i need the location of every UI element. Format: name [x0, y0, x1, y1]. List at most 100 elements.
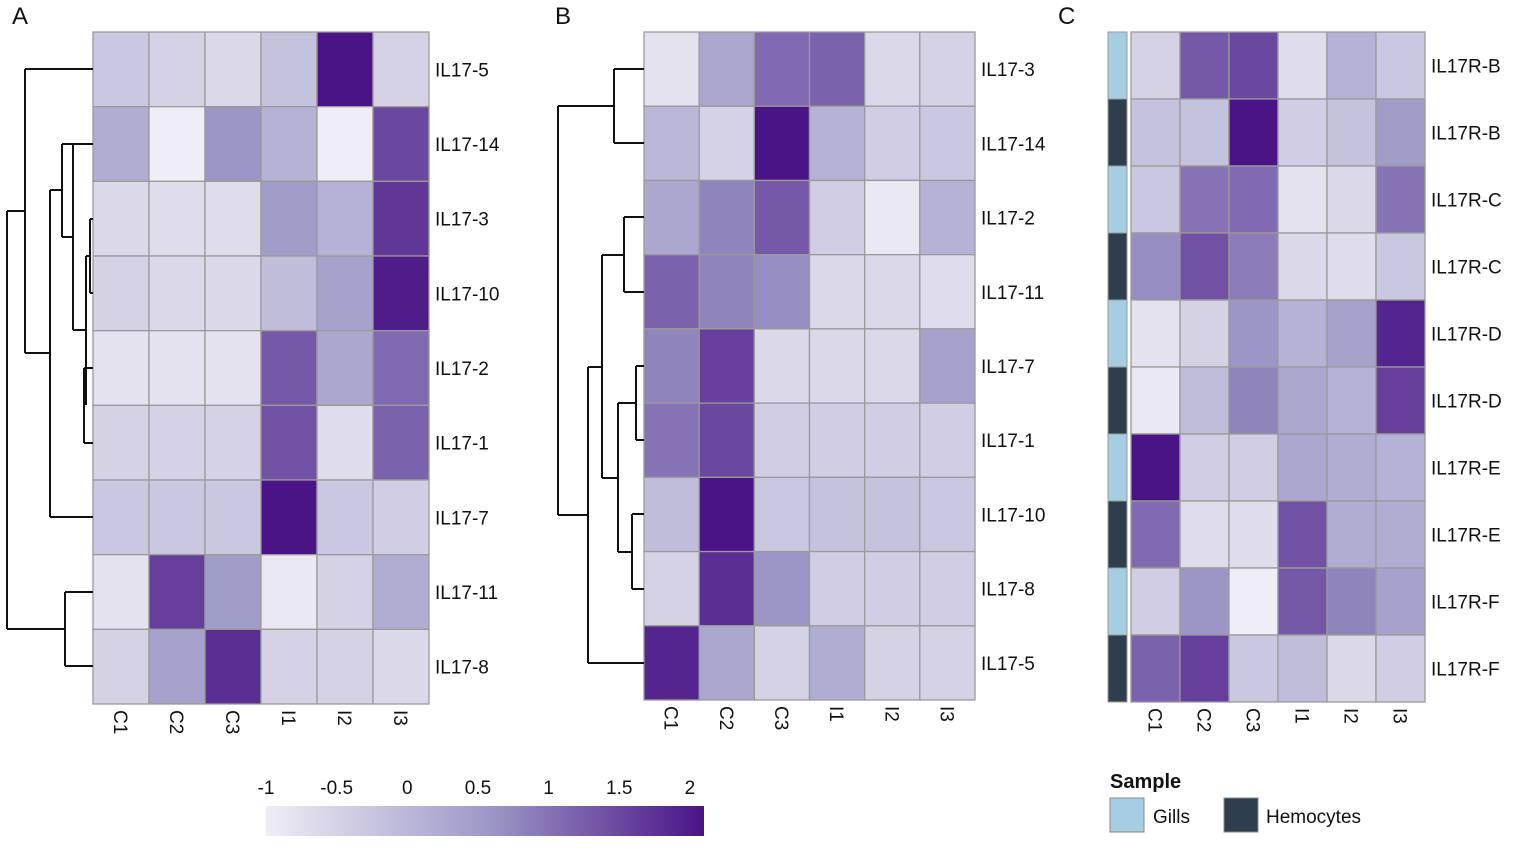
heatmap-cell-c-r4-c1 [1179, 299, 1230, 368]
heatmap-cell-b-r7-c0 [643, 550, 700, 627]
column-label-a-c3: C3 [221, 710, 242, 734]
heatmap-cell-c-r3-c0 [1130, 232, 1181, 301]
row-label-a-0: IL17-5 [435, 60, 489, 81]
heatmap-cell-c-r7-c4 [1326, 500, 1377, 569]
heatmap-cell-a-r5-c2 [204, 404, 262, 481]
color-scale-legend: -1 -0.5 0 0.5 1 1.5 2 [258, 778, 704, 836]
column-label-c-c3: C3 [1242, 708, 1263, 732]
gills-swatch [1109, 797, 1145, 833]
color-scale-tick-3: 0.5 [465, 778, 491, 799]
heatmap-cell-a-r7-c0 [92, 554, 150, 630]
gills-legend-label: Gills [1153, 807, 1190, 828]
heatmap-cell-c-r2-c1 [1179, 165, 1230, 234]
color-scale-tick-0: -1 [258, 778, 275, 799]
heatmap-cell-a-r0-c0 [92, 31, 150, 108]
heatmap-cell-c-r1-c1 [1179, 98, 1230, 167]
heatmap-cell-c-r7-c0 [1130, 500, 1181, 569]
heatmap-cell-a-r1-c1 [148, 106, 206, 182]
heatmap-cell-a-r4-c5 [372, 330, 430, 406]
panel-label-c: C [1058, 3, 1075, 30]
heatmap-cell-a-r4-c1 [148, 330, 206, 406]
column-label-b-i2: I2 [880, 706, 901, 722]
heatmap-cell-b-r8-c2 [753, 625, 811, 701]
heatmap-cell-a-r5-c4 [316, 404, 374, 481]
heatmap-cell-c-r8-c3 [1277, 567, 1328, 636]
heatmap-cell-b-r6-c5 [919, 476, 976, 553]
heatmap-cell-c-r5-c4 [1326, 366, 1377, 435]
heatmap-cell-b-r1-c0 [643, 105, 700, 182]
heatmap-cell-a-r6-c0 [92, 479, 150, 556]
heatmap-cell-a-r0-c1 [148, 31, 206, 108]
heatmap-cell-c-r3-c3 [1277, 232, 1328, 301]
heatmap-cell-b-r4-c4 [864, 328, 921, 404]
column-label-a-i2: I2 [333, 710, 354, 726]
row-label-a-6: IL17-7 [435, 508, 489, 529]
column-label-b-i3: I3 [935, 706, 956, 722]
row-label-a-2: IL17-3 [435, 210, 489, 231]
heatmap-cell-c-r6-c4 [1326, 433, 1377, 502]
heatmap-cell-b-r4-c2 [753, 328, 811, 404]
heatmap-cell-c-r0-c3 [1277, 31, 1328, 100]
heatmap-cell-a-r2-c3 [260, 180, 318, 257]
heatmap-cell-b-r5-c2 [753, 402, 811, 478]
row-label-c-6: IL17R-E [1431, 459, 1501, 480]
row-label-c-4: IL17R-D [1431, 325, 1502, 346]
heatmap-cell-c-r5-c3 [1277, 366, 1328, 435]
heatmap-cell-c-r5-c0 [1130, 366, 1181, 435]
heatmap-cell-a-r2-c4 [316, 180, 374, 257]
row-label-b-1: IL17-14 [981, 134, 1046, 155]
row-label-c-1: IL17R-B [1431, 124, 1501, 145]
heatmap-cell-a-r0-c5 [372, 31, 430, 108]
heatmap-cell-b-r3-c4 [864, 254, 921, 330]
row-label-b-2: IL17-2 [981, 209, 1035, 230]
heatmap-cell-b-r4-c3 [808, 328, 866, 404]
heatmap-cell-c-r2-c5 [1375, 165, 1426, 234]
heatmap-cell-b-r7-c2 [753, 550, 811, 627]
heatmap-cell-b-r1-c1 [698, 105, 755, 182]
row-label-b-3: IL17-11 [981, 283, 1044, 304]
row-label-a-8: IL17-8 [435, 658, 489, 679]
heatmap-cell-c-r9-c2 [1228, 634, 1279, 703]
heatmap-cell-b-r2-c5 [919, 179, 976, 256]
heatmap-cell-a-r2-c2 [204, 180, 262, 257]
heatmap-cell-b-r4-c0 [643, 328, 700, 404]
column-label-b-i1: I1 [825, 706, 846, 722]
heatmap-cell-a-r2-c5 [372, 180, 430, 257]
column-label-b-c1: C1 [660, 706, 681, 730]
heatmap-cell-a-r4-c4 [316, 330, 374, 406]
heatmap-cell-b-r8-c5 [919, 625, 976, 701]
heatmap-cell-b-r1-c5 [919, 105, 976, 182]
heatmap-cell-a-r1-c2 [204, 106, 262, 182]
heatmap-cell-a-r8-c5 [372, 628, 430, 705]
color-scale-bar [266, 806, 704, 836]
heatmap-cell-c-r2-c3 [1277, 165, 1328, 234]
color-scale-tick-5: 1.5 [606, 778, 632, 799]
heatmap-cell-a-r3-c2 [204, 255, 262, 332]
heatmap-cell-a-r7-c2 [204, 554, 262, 630]
heatmap-cell-b-r2-c3 [808, 179, 866, 256]
row-label-c-0: IL17R-B [1431, 57, 1501, 78]
heatmap-cell-b-r7-c3 [808, 550, 866, 627]
heatmap-cell-a-r7-c4 [316, 554, 374, 630]
heatmap-cell-a-r6-c2 [204, 479, 262, 556]
heatmap-cell-c-r7-c3 [1277, 500, 1328, 569]
heatmap-cell-b-r1-c4 [864, 105, 921, 182]
row-label-b-7: IL17-8 [981, 580, 1035, 601]
heatmap-cell-a-r4-c2 [204, 330, 262, 406]
heatmap-cell-a-r5-c1 [148, 404, 206, 481]
row-label-b-8: IL17-5 [981, 654, 1035, 675]
heatmap-cell-a-r8-c0 [92, 628, 150, 705]
heatmap-cell-a-r1-c5 [372, 106, 430, 182]
row-label-c-8: IL17R-F [1431, 593, 1500, 614]
column-label-c-c2: C2 [1193, 708, 1214, 732]
row-dendrogram-b [557, 68, 644, 664]
heatmap-cell-c-r8-c0 [1130, 567, 1181, 636]
column-label-b-c2: C2 [715, 706, 736, 730]
heatmap-cell-c-r3-c4 [1326, 232, 1377, 301]
heatmap-cell-a-r2-c1 [148, 180, 206, 257]
heatmap-cell-a-r5-c3 [260, 404, 318, 481]
heatmap-cell-b-r5-c3 [808, 402, 866, 478]
heatmap-cell-b-r3-c0 [643, 254, 700, 330]
hemocytes-legend-label: Hemocytes [1266, 807, 1361, 828]
